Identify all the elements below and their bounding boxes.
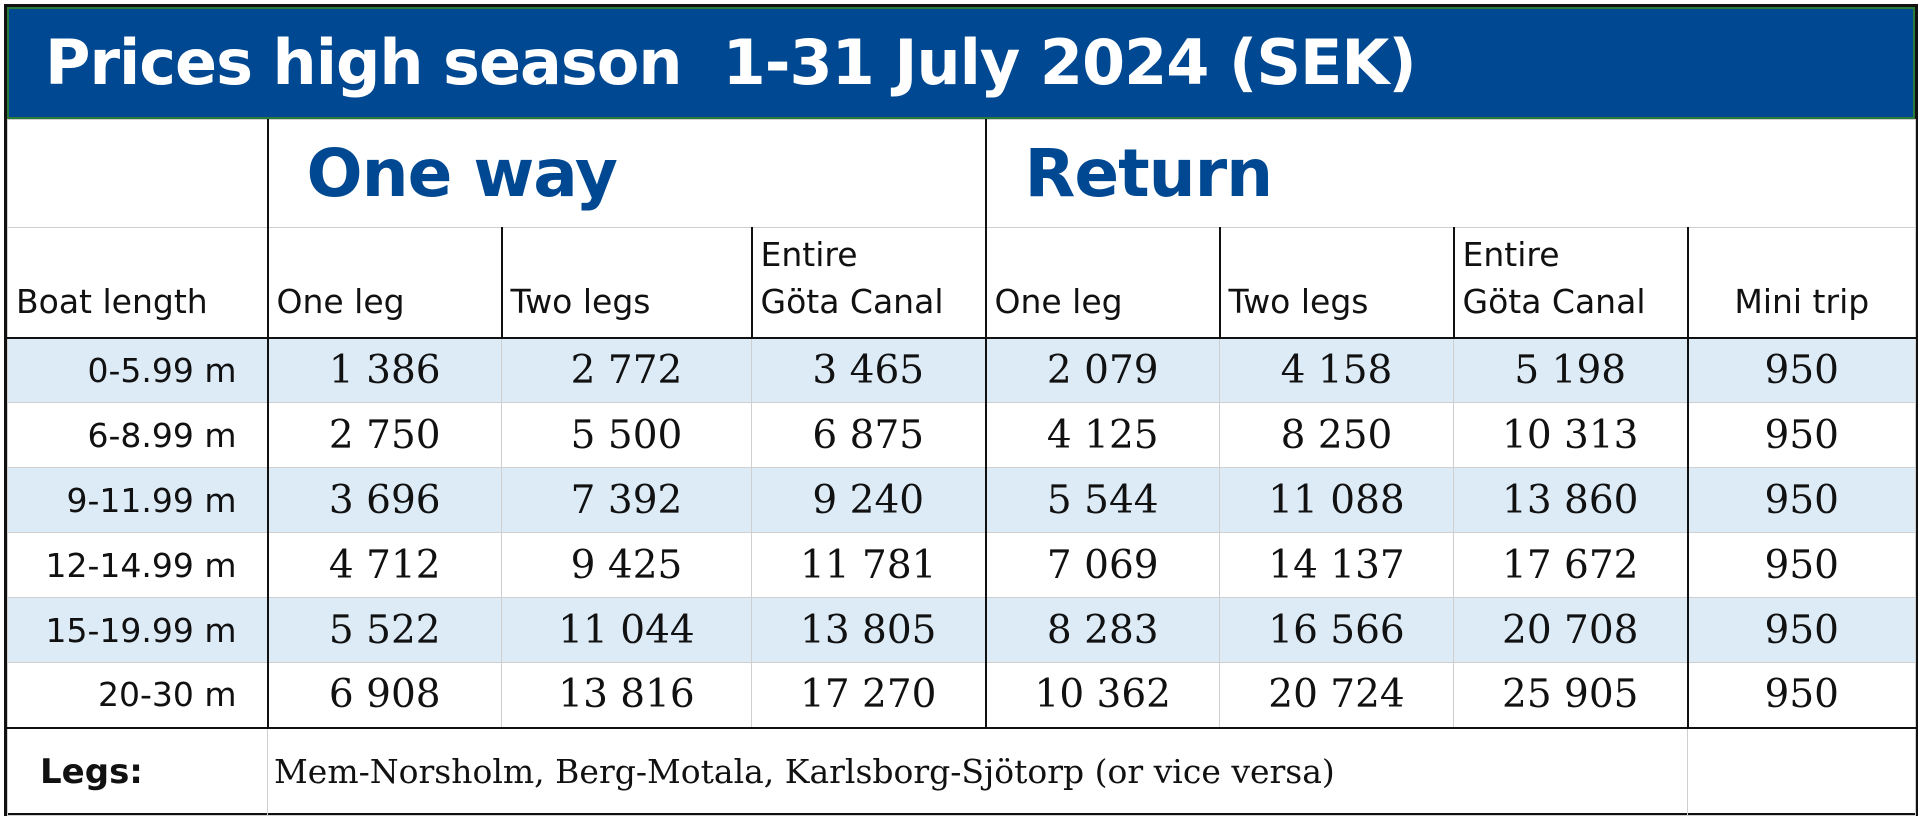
- table-row: 12-14.99 m 4 712 9 425 11 781 7 069 14 1…: [7, 532, 1917, 598]
- price-cell: 950: [1686, 662, 1917, 728]
- boat-length-cell: 6-8.99 m: [7, 402, 268, 468]
- price-cell: 7 069: [984, 532, 1220, 598]
- header-one-way-entire-line1: Entire: [760, 234, 858, 274]
- price-cell: 11 781: [751, 532, 986, 598]
- header-boat-length: Boat length: [7, 227, 268, 338]
- price-cell: 4 712: [266, 532, 502, 598]
- group-return: Return: [984, 119, 1917, 228]
- price-cell: 20 724: [1219, 662, 1454, 728]
- price-cell: 950: [1686, 467, 1917, 533]
- price-cell: 2 750: [266, 402, 502, 468]
- header-one-way-entire-line2: Göta Canal: [760, 281, 944, 321]
- table-row: 6-8.99 m 2 750 5 500 6 875 4 125 8 250 1…: [7, 402, 1917, 468]
- header-mini-trip: Mini trip: [1686, 227, 1917, 338]
- price-cell: 5 544: [984, 467, 1220, 533]
- price-cell: 5 522: [266, 597, 502, 663]
- price-cell: 11 044: [501, 597, 752, 663]
- price-cell: 950: [1686, 532, 1917, 598]
- price-cell: 8 283: [984, 597, 1220, 663]
- group-one-way: One way: [266, 119, 986, 228]
- price-cell: 3 696: [266, 467, 502, 533]
- table-row: 0-5.99 m 1 386 2 772 3 465 2 079 4 158 5…: [7, 337, 1917, 403]
- header-return-entire: Entire Göta Canal: [1452, 227, 1688, 338]
- price-cell: 14 137: [1219, 532, 1454, 598]
- price-cell: 13 860: [1453, 467, 1688, 533]
- price-cell: 6 875: [751, 402, 986, 468]
- price-cell: 8 250: [1219, 402, 1454, 468]
- price-cell: 13 816: [501, 662, 752, 728]
- header-return-entire-line2: Göta Canal: [1462, 281, 1646, 321]
- table-row: 20-30 m 6 908 13 816 17 270 10 362 20 72…: [7, 662, 1917, 728]
- price-cell: 2 772: [501, 337, 752, 403]
- legs-label: Legs:: [7, 727, 268, 816]
- price-cell: 4 125: [984, 402, 1220, 468]
- price-cell: 950: [1686, 337, 1917, 403]
- header-one-way-entire: Entire Göta Canal: [750, 227, 986, 338]
- group-header-row: One way Return: [7, 119, 1917, 228]
- price-table: One way Return Boat length One leg Two l…: [7, 119, 1917, 816]
- price-cell: 13 805: [751, 597, 986, 663]
- header-one-way-two-legs: Two legs: [500, 227, 752, 338]
- header-one-way-one-leg: One leg: [266, 227, 502, 338]
- header-return-entire-line1: Entire: [1462, 234, 1560, 274]
- price-cell: 17 270: [751, 662, 986, 728]
- empty-corner-cell: [7, 119, 268, 228]
- boat-length-cell: 9-11.99 m: [7, 467, 268, 533]
- price-cell: 2 079: [984, 337, 1220, 403]
- price-cell: 11 088: [1219, 467, 1454, 533]
- price-cell: 25 905: [1453, 662, 1688, 728]
- price-cell: 950: [1686, 597, 1917, 663]
- boat-length-cell: 15-19.99 m: [7, 597, 268, 663]
- boat-length-cell: 20-30 m: [7, 662, 268, 728]
- price-cell: 4 158: [1219, 337, 1454, 403]
- price-cell: 10 362: [984, 662, 1220, 728]
- legs-row: Legs: Mem-Norsholm, Berg-Motala, Karlsbo…: [7, 727, 1917, 816]
- price-cell: 9 425: [501, 532, 752, 598]
- table-row: 9-11.99 m 3 696 7 392 9 240 5 544 11 088…: [7, 467, 1917, 533]
- price-sheet: Prices high season 1-31 July 2024 (SEK) …: [4, 4, 1918, 816]
- price-cell: 10 313: [1453, 402, 1688, 468]
- boat-length-cell: 12-14.99 m: [7, 532, 268, 598]
- price-cell: 16 566: [1219, 597, 1454, 663]
- price-cell: 5 198: [1453, 337, 1688, 403]
- price-cell: 3 465: [751, 337, 986, 403]
- price-cell: 7 392: [501, 467, 752, 533]
- price-cell: 6 908: [266, 662, 502, 728]
- price-cell: 950: [1686, 402, 1917, 468]
- boat-length-cell: 0-5.99 m: [7, 337, 268, 403]
- legs-description: Mem-Norsholm, Berg-Motala, Karlsborg-Sjö…: [267, 727, 1688, 816]
- header-return-one-leg: One leg: [984, 227, 1220, 338]
- price-cell: 20 708: [1453, 597, 1688, 663]
- column-header-row: Boat length One leg Two legs Entire Göta …: [7, 227, 1917, 338]
- price-cell: 17 672: [1453, 532, 1688, 598]
- empty-legs-cell: [1686, 727, 1917, 816]
- sheet-title: Prices high season 1-31 July 2024 (SEK): [7, 7, 1915, 119]
- table-row: 15-19.99 m 5 522 11 044 13 805 8 283 16 …: [7, 597, 1917, 663]
- price-cell: 1 386: [266, 337, 502, 403]
- price-cell: 9 240: [751, 467, 986, 533]
- price-cell: 5 500: [501, 402, 752, 468]
- header-return-two-legs: Two legs: [1218, 227, 1454, 338]
